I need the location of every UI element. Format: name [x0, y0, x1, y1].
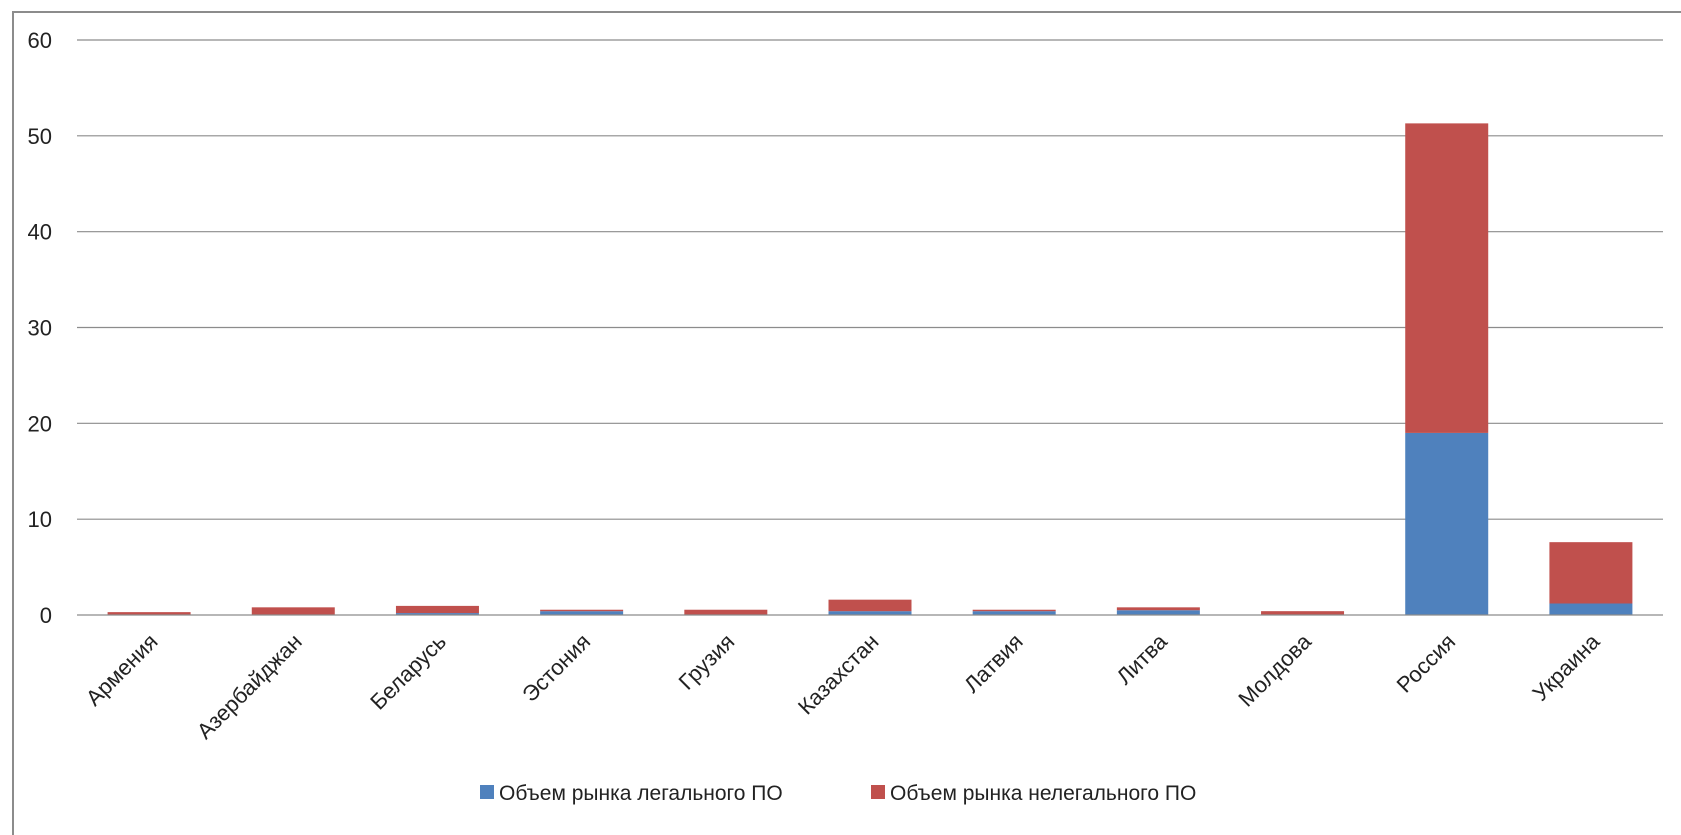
y-tick-label: 20 — [28, 411, 52, 436]
bar-legal-9 — [1405, 432, 1489, 615]
bar-legal-10 — [1549, 603, 1633, 615]
x-tick-label: Казахстан — [793, 629, 884, 720]
y-tick-label: 50 — [28, 124, 52, 149]
bar-illegal-7 — [1116, 607, 1200, 611]
x-tick-label: Беларусь — [365, 629, 451, 715]
x-tick-label: Украина — [1528, 628, 1605, 705]
x-tick-label: Грузия — [674, 629, 740, 695]
x-tick-label: Эстония — [517, 629, 595, 707]
gridlines — [77, 39, 1663, 520]
bar-illegal-10 — [1549, 542, 1633, 604]
x-tick-label: Армения — [81, 629, 163, 711]
y-axis-ticks: 0 10 20 30 40 50 60 — [28, 28, 52, 628]
x-tick-label: Литва — [1111, 628, 1172, 689]
x-axis-ticks: Армения Азербайджан Беларусь Эстония Грузия К… — [81, 628, 1605, 743]
x-tick-label: Азербайджан — [192, 629, 307, 744]
legend-label: Объем рынка нелегального ПО — [890, 782, 1196, 805]
bar-legal-5 — [828, 611, 912, 615]
bar-illegal-9 — [1405, 123, 1489, 433]
legend: Объем рынка легального ПО Объем рынка нел… — [480, 782, 1196, 805]
bar-legal-2 — [395, 613, 479, 615]
y-tick-label: 60 — [28, 28, 52, 53]
bar-legal-7 — [1116, 610, 1200, 615]
y-tick-label: 30 — [28, 316, 52, 341]
bar-illegal-3 — [540, 609, 624, 612]
y-tick-label: 0 — [40, 603, 52, 628]
legend-swatch — [480, 785, 494, 799]
x-tick-label: Молдова — [1233, 628, 1316, 711]
y-tick-label: 40 — [28, 220, 52, 245]
bar-illegal-1 — [251, 607, 335, 615]
x-tick-label: Латвия — [959, 629, 1028, 698]
bar-illegal-6 — [972, 609, 1056, 612]
legend-swatch — [871, 785, 885, 799]
legend-label: Объем рынка легального ПО — [499, 782, 783, 805]
bar-illegal-8 — [1261, 611, 1345, 615]
bar-illegal-2 — [395, 605, 479, 614]
bar-illegal-4 — [684, 609, 768, 615]
y-tick-label: 10 — [28, 507, 52, 532]
bars — [107, 123, 1633, 615]
x-tick-label: Россия — [1392, 629, 1461, 698]
bar-illegal-0 — [107, 612, 191, 615]
bar-illegal-5 — [828, 599, 912, 612]
bar-legal-3 — [540, 611, 624, 615]
bar-legal-6 — [972, 611, 1056, 615]
